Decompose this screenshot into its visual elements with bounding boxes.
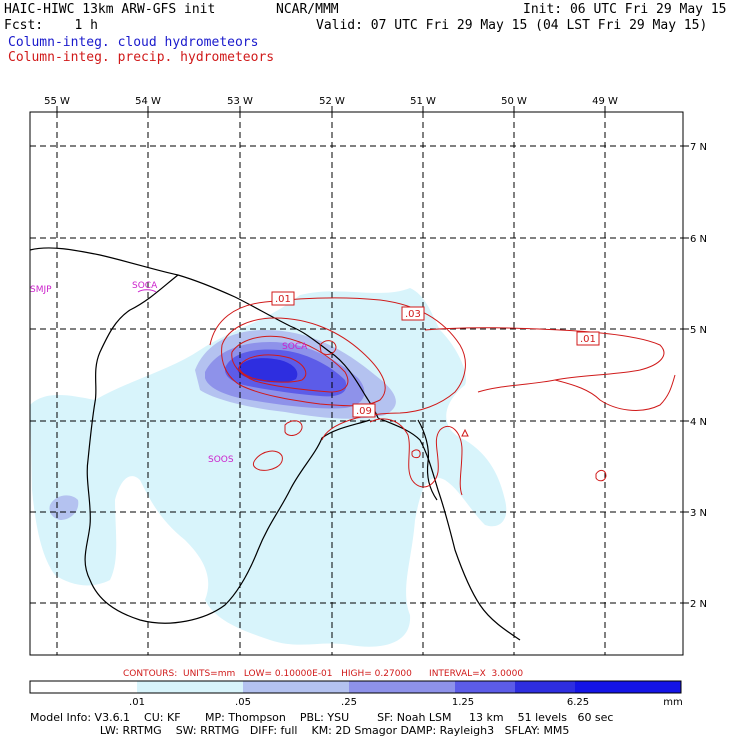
lon-label: 50 W [501,96,527,107]
contour-label: .09 [356,406,372,417]
contour-label-box [271,291,295,306]
lat-label: 5 N [690,325,707,336]
lat-label: 2 N [690,599,707,610]
surinam-guyana-border [84,274,371,624]
contour-east-lobe [554,374,676,411]
cloud-core-4 [237,358,298,383]
colorbar: .01 .05 .25 1.25 6.25 mm [29,680,683,708]
header-fcst: Fcst: 1 h [4,18,98,33]
colorbar-tick: 6.25 [567,697,589,708]
station-label: SOOS [208,455,234,465]
french-guiana-east [377,417,521,641]
grid-lines [30,112,683,655]
colorbar-tick: .01 [129,697,145,708]
lat-label: 6 N [690,234,707,245]
station-marker [137,289,157,293]
contour-label: .01 [275,294,291,305]
lon-labels: 55 W 54 W 53 W 52 W 51 W 50 W 49 W [44,96,618,107]
contour-label-box [401,306,425,321]
contour-label: .03 [405,309,421,320]
colorbar-tick: 1.25 [452,697,474,708]
lat-label: 4 N [690,417,707,428]
station-label: SOCA [282,342,308,352]
lon-label: 51 W [410,96,436,107]
contour-label: .01 [580,334,596,345]
contour-small-6 [411,449,421,459]
contour-small-5 [461,428,469,437]
colorbar-frame [29,680,682,694]
contour-east-band [424,327,665,393]
coastline [29,247,521,641]
lon-label: 55 W [44,96,70,107]
contour-small-3 [319,340,337,355]
header-valid: Valid: 07 UTC Fri 29 May 15 (04 LST Fri … [316,18,708,33]
header-title: HAIC-HIWC 13km ARW-GFS init [4,2,216,17]
colorbar-tick: .05 [235,697,251,708]
colorbar-bin [455,681,515,693]
contour-mid [221,317,386,407]
lon-label: 49 W [592,96,618,107]
lat-label: 3 N [690,508,707,519]
contour-labels: .01 .03 .01 .09 [271,291,600,418]
station-label: SMJP [30,285,52,295]
axis-ticks [56,106,689,604]
model-info-line2: LW: RRTMG SW: RRTMG DIFF: full KM: 2D Sm… [30,724,570,737]
colorbar-tick: .25 [341,697,357,708]
colorbar-bin [137,681,243,693]
cloud-shading [30,288,507,647]
lat-labels: 7 N 6 N 5 N 4 N 3 N 2 N [690,142,707,610]
colorbar-bin [349,681,455,693]
colorbar-bin [243,681,349,693]
contour-south-1 [369,418,463,496]
lon-label: 53 W [227,96,253,107]
lat-label: 7 N [690,142,707,153]
legend-cloud: Column-integ. cloud hydrometeors [8,35,259,50]
contour-label-box [352,403,376,418]
contour-small-1 [284,420,303,436]
header-init: Init: 06 UTC Fri 29 May 15 [523,2,727,17]
contour-info: CONTOURS: UNITS=mm LOW= 0.10000E-01 HIGH… [123,669,523,679]
precip-contours [209,297,676,496]
station-labels: SMJP SOCA SOCA SOOS [30,281,308,465]
contour-inner [231,335,349,393]
model-info-line1: Model Info: V3.6.1 CU: KF MP: Thompson P… [30,711,614,724]
french-guiana-border [417,419,438,501]
contour-small-4 [595,469,607,482]
station-label: SOCA [132,281,158,291]
map-frame [29,111,684,656]
northern-coast [29,247,379,419]
colorbar-bin [515,681,575,693]
colorbar-bin [575,681,681,693]
contour-small-2 [252,450,283,471]
cloud-band-light [30,288,507,647]
colorbar-units: mm [663,697,682,708]
contour-core [239,354,307,383]
legend-precip: Column-integ. precip. hydrometeors [8,50,275,65]
contour-label-box [576,331,600,346]
header-org: NCAR/MMM [276,2,339,17]
lon-label: 54 W [135,96,161,107]
colorbar-bin [30,681,137,693]
lon-label: 52 W [319,96,345,107]
